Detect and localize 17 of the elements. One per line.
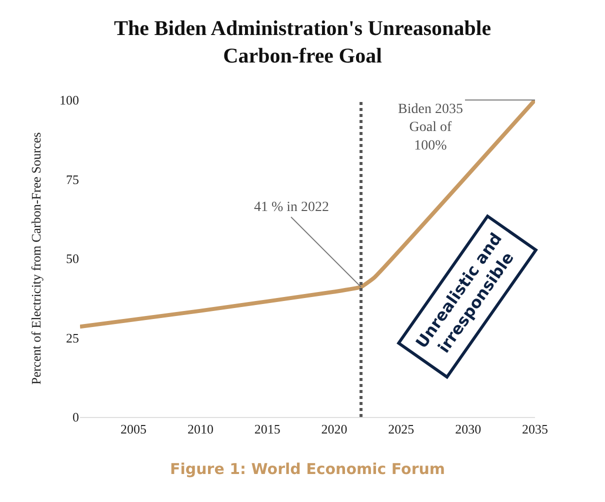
x-tick-label: 2015 [254, 422, 280, 437]
y-tick-label: 75 [66, 172, 79, 187]
chart-title: The Biden Administration's Unreasonable Carbon-free Goal [114, 16, 492, 68]
x-tick-label: 2020 [321, 422, 348, 437]
y-tick-label: 0 [72, 410, 79, 425]
x-tick-label: 2010 [187, 422, 214, 437]
x-tick-label: 2030 [455, 422, 482, 437]
annotation: Biden 2035 Goal of 100% [398, 102, 463, 154]
y-tick-label: 50 [66, 251, 79, 266]
caption: Figure 1: World Economic Forum [170, 460, 446, 478]
x-tick-label: 2025 [388, 422, 414, 437]
x-tick-label: 2035 [522, 422, 548, 437]
y-tick-label: 100 [60, 92, 79, 108]
y-axis-title: Percent of Electricity from Carbon-Free Sources [28, 132, 44, 385]
x-tick-label: 2005 [120, 422, 147, 437]
y-tick-label: 25 [66, 330, 79, 346]
annotation: 41 % in 2022 [254, 200, 330, 215]
